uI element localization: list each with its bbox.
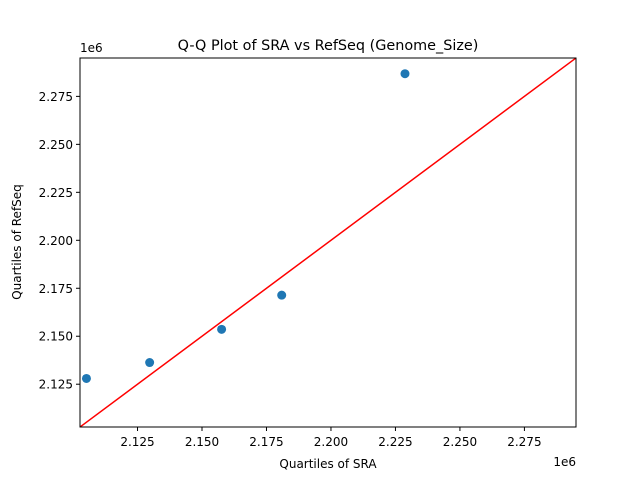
x-tick-label: 2.225 (378, 435, 412, 449)
x-offset-label: 1e6 (553, 455, 576, 469)
y-tick-label: 2.250 (39, 138, 73, 152)
y-tick-label: 2.275 (39, 90, 73, 104)
x-axis-label: Quartiles of SRA (279, 457, 377, 471)
data-point (400, 69, 410, 79)
x-tick-label: 2.250 (443, 435, 477, 449)
x-tick-label: 2.125 (120, 435, 154, 449)
data-point (145, 358, 155, 368)
reference-line (80, 58, 576, 427)
x-tick-label: 2.150 (185, 435, 219, 449)
x-tick-label: 2.200 (314, 435, 348, 449)
chart-title: Q-Q Plot of SRA vs RefSeq (Genome_Size) (178, 38, 479, 54)
x-tick-label: 2.275 (507, 435, 541, 449)
data-point (81, 373, 91, 383)
data-point (217, 324, 227, 334)
y-tick-label: 2.200 (39, 234, 73, 248)
y-axis-label: Quartiles of RefSeq (10, 184, 24, 300)
axes-frame (79, 57, 577, 428)
y-offset-label: 1e6 (80, 41, 103, 55)
x-tick-label: 2.175 (249, 435, 283, 449)
y-tick-label: 2.175 (39, 282, 73, 296)
y-tick-label: 2.225 (39, 186, 73, 200)
data-point (277, 290, 287, 300)
y-tick-label: 2.150 (39, 330, 73, 344)
y-tick-label: 2.125 (39, 378, 73, 392)
